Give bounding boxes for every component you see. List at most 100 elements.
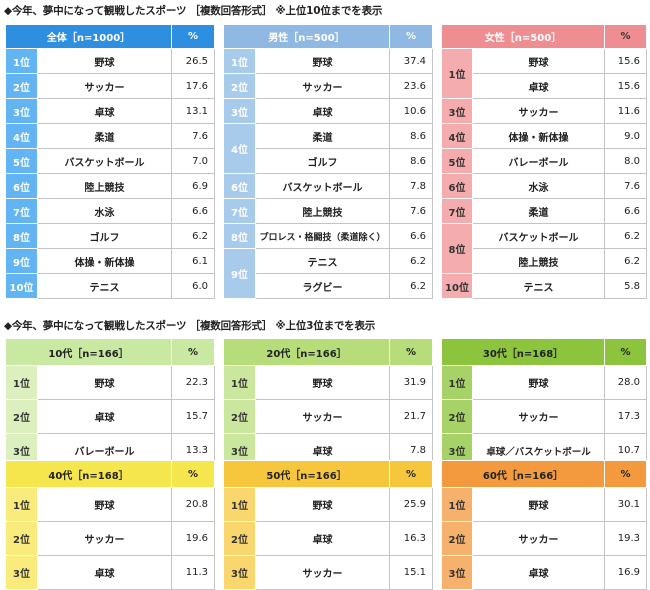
table-row: 2位 サッカー 23.6: [223, 73, 433, 99]
sport-name: 野球: [36, 365, 173, 400]
percent-header: %: [389, 24, 433, 49]
sport-name: 野球: [471, 487, 606, 522]
table-row: 陸上競技 6.2: [442, 248, 647, 274]
sport-name: サッカー: [471, 521, 606, 556]
rank-cell: 2位: [5, 73, 38, 99]
rank-cell: 4位: [441, 123, 473, 149]
percent-value: 31.9: [389, 365, 434, 400]
percent-value: 6.0: [171, 273, 215, 299]
table-row: 10位 テニス 5.8: [441, 273, 647, 299]
percent-value: 6.2: [389, 248, 433, 274]
percent-value: 16.3: [389, 521, 434, 556]
section1-title: ◆今年、夢中になって観戦したスポーツ ［複数回答形式］ ※上位10位までを表示: [4, 5, 383, 17]
rank-cell: 1位: [223, 487, 256, 522]
section2-title: ◆今年、夢中になって観戦したスポーツ ［複数回答形式］ ※上位3位までを表示: [4, 320, 376, 332]
sport-name: テニス: [255, 248, 390, 274]
percent-value: 17.3: [604, 399, 648, 434]
sport-name: 陸上競技: [472, 248, 605, 274]
table-header: 50代［n=166］: [222, 460, 391, 488]
table-row: 1位 野球 30.1: [441, 487, 648, 522]
sport-name: 体操・新体操: [37, 248, 172, 274]
sport-name: ラグビー: [255, 273, 390, 299]
percent-value: 23.6: [389, 73, 433, 99]
sport-name: 野球: [255, 48, 390, 74]
percent-header: %: [389, 338, 434, 366]
sport-name: サッカー: [254, 399, 391, 434]
sport-name: 体操・新体操: [472, 123, 605, 149]
rank-cell: 1位: [441, 48, 473, 99]
rank-cell: 1位: [5, 48, 38, 74]
table-row: 4位 柔道 8.6: [223, 123, 433, 174]
percent-value: 7.8: [389, 173, 433, 199]
sport-name: 水泳: [37, 198, 172, 224]
sport-name: サッカー: [472, 98, 605, 124]
table-row: 3位 サッカー 11.6: [441, 98, 647, 124]
table-row: 1位 野球 37.4: [223, 48, 433, 74]
sport-name: 卓球: [255, 98, 390, 124]
table-row: 3位 卓球 11.3: [5, 555, 216, 590]
rank-cell: 1位: [441, 365, 473, 400]
table-age-20s: 20代［n=166］% 1位 野球 31.9 2位 サッカー 21.7 3位 卓球 7.8: [222, 338, 434, 468]
rank-cell: 7位: [5, 198, 38, 224]
percent-value: 7.6: [604, 173, 647, 199]
rank-cell: 2位: [223, 521, 256, 556]
table-header: 全体［n=1000］: [5, 24, 172, 49]
rank-cell: 1位: [223, 48, 256, 74]
rank-cell: 9位: [5, 248, 38, 274]
percent-value: 11.6: [604, 98, 647, 124]
table-row: 8位 バスケットボール 6.2: [441, 223, 647, 274]
rank-cell: 6位: [5, 173, 38, 199]
table-header: 40代［n=168］: [4, 460, 173, 488]
table-row: 6位 バスケットボール 7.8: [223, 173, 433, 199]
sport-name: 野球: [36, 487, 173, 522]
table-row: 2位 サッカー 17.3: [441, 399, 648, 434]
percent-value: 6.1: [171, 248, 215, 274]
percent-header: %: [389, 460, 434, 488]
rank-cell: 2位: [223, 73, 256, 99]
table-age-40s: 40代［n=168］% 1位 野球 20.8 2位 サッカー 19.6 3位 卓球 11.3: [4, 460, 216, 590]
table-row: 10位 テニス 6.0: [5, 273, 215, 299]
table-row: 2位 サッカー 19.3: [441, 521, 648, 556]
rank-cell: 3位: [223, 98, 256, 124]
sport-name: サッカー: [255, 73, 390, 99]
sport-name: 卓球: [472, 73, 605, 99]
table-row: 5位 バレーボール 8.0: [441, 148, 647, 174]
sport-name: 卓球: [36, 555, 173, 590]
rank-cell: 10位: [441, 273, 473, 299]
table-row: 3位 卓球 16.9: [441, 555, 648, 590]
percent-value: 6.2: [389, 273, 433, 299]
percent-value: 21.7: [389, 399, 434, 434]
rank-cell: 4位: [5, 123, 38, 149]
rank-cell: 4位: [223, 123, 256, 174]
percent-value: 8.6: [389, 123, 433, 149]
table-row: 2位 サッカー 21.7: [223, 399, 434, 434]
sport-name: ゴルフ: [255, 148, 390, 174]
sport-name: テニス: [37, 273, 172, 299]
percent-value: 6.6: [604, 198, 647, 224]
percent-value: 7.6: [171, 123, 215, 149]
rank-cell: 5位: [5, 148, 38, 174]
percent-value: 37.4: [389, 48, 433, 74]
sport-name: 水泳: [472, 173, 605, 199]
sport-name: 柔道: [472, 198, 605, 224]
percent-value: 19.3: [604, 521, 648, 556]
table-row: 5位 バスケットボール 7.0: [5, 148, 215, 174]
sport-name: 卓球: [36, 399, 173, 434]
sport-name: 野球: [472, 48, 605, 74]
rank-cell: 3位: [223, 555, 256, 590]
table-age-10s: 10代［n=166］% 1位 野球 22.3 2位 卓球 15.7 3位 バレーボール 13…: [4, 338, 216, 468]
table-age-60s: 60代［n=166］% 1位 野球 30.1 2位 サッカー 19.3 3位 卓球 16.9: [440, 460, 648, 590]
table-row: 3位 卓球 10.6: [223, 98, 433, 124]
rank-cell: 1位: [5, 487, 38, 522]
table-row: 2位 サッカー 17.6: [5, 73, 215, 99]
percent-value: 8.0: [604, 148, 647, 174]
sport-name: バスケットボール: [255, 173, 390, 199]
percent-header: %: [604, 338, 648, 366]
sport-name: バスケットボール: [37, 148, 172, 174]
percent-value: 8.6: [389, 148, 433, 174]
sport-name: 卓球: [471, 555, 606, 590]
percent-value: 6.6: [171, 198, 215, 224]
table-row: 7位 水泳 6.6: [5, 198, 215, 224]
percent-value: 15.6: [604, 73, 647, 99]
percent-value: 25.9: [389, 487, 434, 522]
